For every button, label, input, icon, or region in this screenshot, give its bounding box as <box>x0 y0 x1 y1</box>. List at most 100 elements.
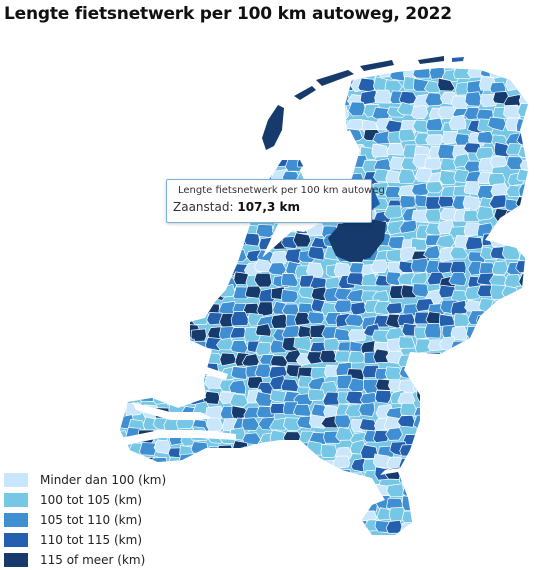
municipality-shape[interactable] <box>255 323 272 337</box>
municipality-shape[interactable] <box>189 55 207 69</box>
municipality-shape[interactable] <box>281 273 299 287</box>
municipality-shape[interactable] <box>103 101 121 117</box>
municipality-shape[interactable] <box>255 342 272 356</box>
municipality-shape[interactable] <box>401 495 418 511</box>
municipality-shape[interactable] <box>414 431 432 447</box>
municipality-shape[interactable] <box>193 132 212 146</box>
municipality-shape[interactable] <box>464 91 482 107</box>
municipality-shape[interactable] <box>307 311 325 325</box>
municipality-shape[interactable] <box>100 287 117 300</box>
municipality-shape[interactable] <box>279 63 299 77</box>
municipality-shape[interactable] <box>464 378 481 392</box>
municipality-shape[interactable] <box>412 283 429 298</box>
municipality-shape[interactable] <box>465 472 484 486</box>
municipality-shape[interactable] <box>424 92 444 107</box>
municipality-shape[interactable] <box>294 101 312 117</box>
municipality-shape[interactable] <box>167 91 185 106</box>
municipality-shape[interactable] <box>255 495 274 510</box>
municipality-shape[interactable] <box>516 233 534 248</box>
municipality-shape[interactable] <box>386 142 405 156</box>
municipality-shape[interactable] <box>426 392 444 404</box>
municipality-shape[interactable] <box>154 220 172 235</box>
municipality-shape[interactable] <box>116 118 134 132</box>
municipality-shape[interactable] <box>281 105 299 120</box>
municipality-shape[interactable] <box>451 392 470 406</box>
municipality-shape[interactable] <box>309 484 327 498</box>
municipality-shape[interactable] <box>154 259 172 273</box>
municipality-shape[interactable] <box>127 143 146 158</box>
municipality-shape[interactable] <box>272 92 290 107</box>
municipality-shape[interactable] <box>167 103 185 116</box>
municipality-shape[interactable] <box>412 380 431 395</box>
municipality-shape[interactable] <box>517 376 534 391</box>
municipality-shape[interactable] <box>166 325 186 339</box>
municipality-shape[interactable] <box>167 233 187 245</box>
municipality-shape[interactable] <box>489 232 507 247</box>
municipality-shape[interactable] <box>203 92 223 106</box>
municipality-shape[interactable] <box>467 483 486 497</box>
municipality-shape[interactable] <box>350 520 368 533</box>
municipality-shape[interactable] <box>503 520 523 534</box>
municipality-shape[interactable] <box>142 155 160 169</box>
municipality-shape[interactable] <box>269 429 286 444</box>
municipality-shape[interactable] <box>437 77 456 92</box>
municipality-shape[interactable] <box>219 352 237 367</box>
municipality-shape[interactable] <box>374 89 392 104</box>
municipality-shape[interactable] <box>518 82 537 94</box>
municipality-shape[interactable] <box>244 115 263 129</box>
municipality-shape[interactable] <box>412 66 431 79</box>
municipality-shape[interactable] <box>193 91 213 106</box>
municipality-shape[interactable] <box>139 196 158 211</box>
municipality-shape[interactable] <box>231 495 249 510</box>
municipality-shape[interactable] <box>165 153 185 166</box>
municipality-shape[interactable] <box>271 458 291 472</box>
municipality-shape[interactable] <box>311 506 329 521</box>
municipality-shape[interactable] <box>255 68 273 82</box>
municipality-shape[interactable] <box>502 493 521 509</box>
municipality-shape[interactable] <box>177 248 197 261</box>
municipality-shape[interactable] <box>505 506 524 519</box>
municipality-shape[interactable] <box>491 414 508 430</box>
municipality-shape[interactable] <box>206 446 223 458</box>
municipality-shape[interactable] <box>220 507 239 522</box>
municipality-shape[interactable] <box>246 471 264 487</box>
municipality-shape[interactable] <box>411 209 430 224</box>
municipality-shape[interactable] <box>125 159 143 175</box>
municipality-shape[interactable] <box>168 133 187 148</box>
municipality-shape[interactable] <box>116 378 135 393</box>
municipality-shape[interactable] <box>346 272 365 286</box>
municipality-shape[interactable] <box>140 93 159 105</box>
municipality-shape[interactable] <box>357 77 376 93</box>
municipality-shape[interactable] <box>268 79 288 94</box>
municipality-shape[interactable] <box>493 364 512 379</box>
municipality-shape[interactable] <box>203 391 221 405</box>
municipality-shape[interactable] <box>297 128 315 142</box>
municipality-shape[interactable] <box>101 379 118 393</box>
municipality-shape[interactable] <box>189 107 207 120</box>
municipality-shape[interactable] <box>490 470 508 485</box>
municipality-shape[interactable] <box>244 132 263 147</box>
municipality-shape[interactable] <box>125 235 145 250</box>
municipality-shape[interactable] <box>298 494 318 509</box>
municipality-shape[interactable] <box>450 325 469 341</box>
municipality-shape[interactable] <box>450 445 469 460</box>
municipality-shape[interactable] <box>286 456 305 470</box>
municipality-shape[interactable] <box>481 444 500 461</box>
municipality-shape[interactable] <box>515 393 533 408</box>
municipality-shape[interactable] <box>502 312 520 327</box>
municipality-shape[interactable] <box>465 52 481 67</box>
municipality-shape[interactable] <box>449 246 469 260</box>
municipality-shape[interactable] <box>283 120 301 132</box>
municipality-shape[interactable] <box>167 518 187 532</box>
municipality-shape[interactable] <box>464 341 482 356</box>
municipality-shape[interactable] <box>515 478 532 494</box>
municipality-shape[interactable] <box>295 467 314 481</box>
municipality-shape[interactable] <box>221 221 240 236</box>
municipality-shape[interactable] <box>182 496 201 511</box>
municipality-shape[interactable] <box>519 225 538 239</box>
municipality-shape[interactable] <box>177 507 195 523</box>
municipality-shape[interactable] <box>178 523 196 537</box>
municipality-shape[interactable] <box>117 90 136 106</box>
municipality-shape[interactable] <box>505 353 524 366</box>
municipality-shape[interactable] <box>332 507 351 521</box>
